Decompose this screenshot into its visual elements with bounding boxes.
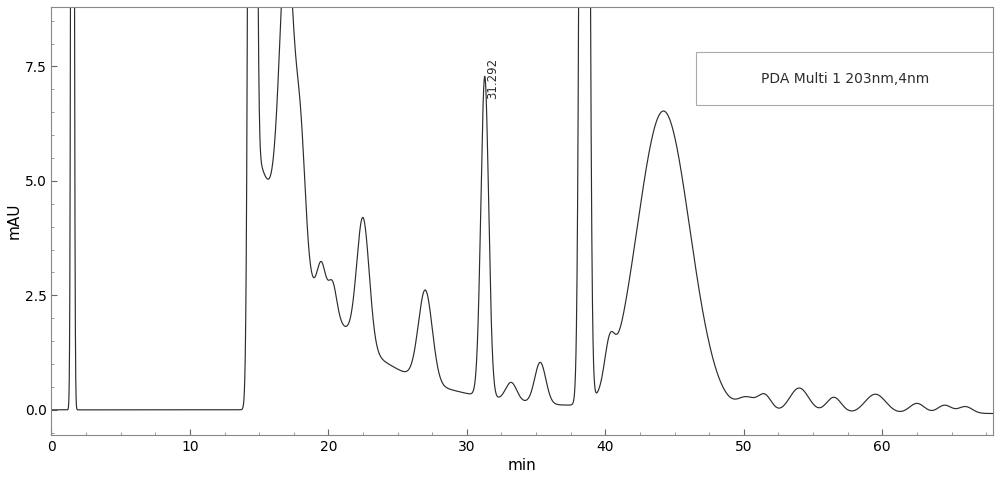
X-axis label: min: min: [508, 458, 537, 473]
Text: 31.292: 31.292: [487, 58, 500, 98]
FancyBboxPatch shape: [696, 52, 993, 106]
Y-axis label: mAU: mAU: [7, 203, 22, 239]
Text: PDA Multi 1 203nm,4nm: PDA Multi 1 203nm,4nm: [761, 72, 929, 86]
